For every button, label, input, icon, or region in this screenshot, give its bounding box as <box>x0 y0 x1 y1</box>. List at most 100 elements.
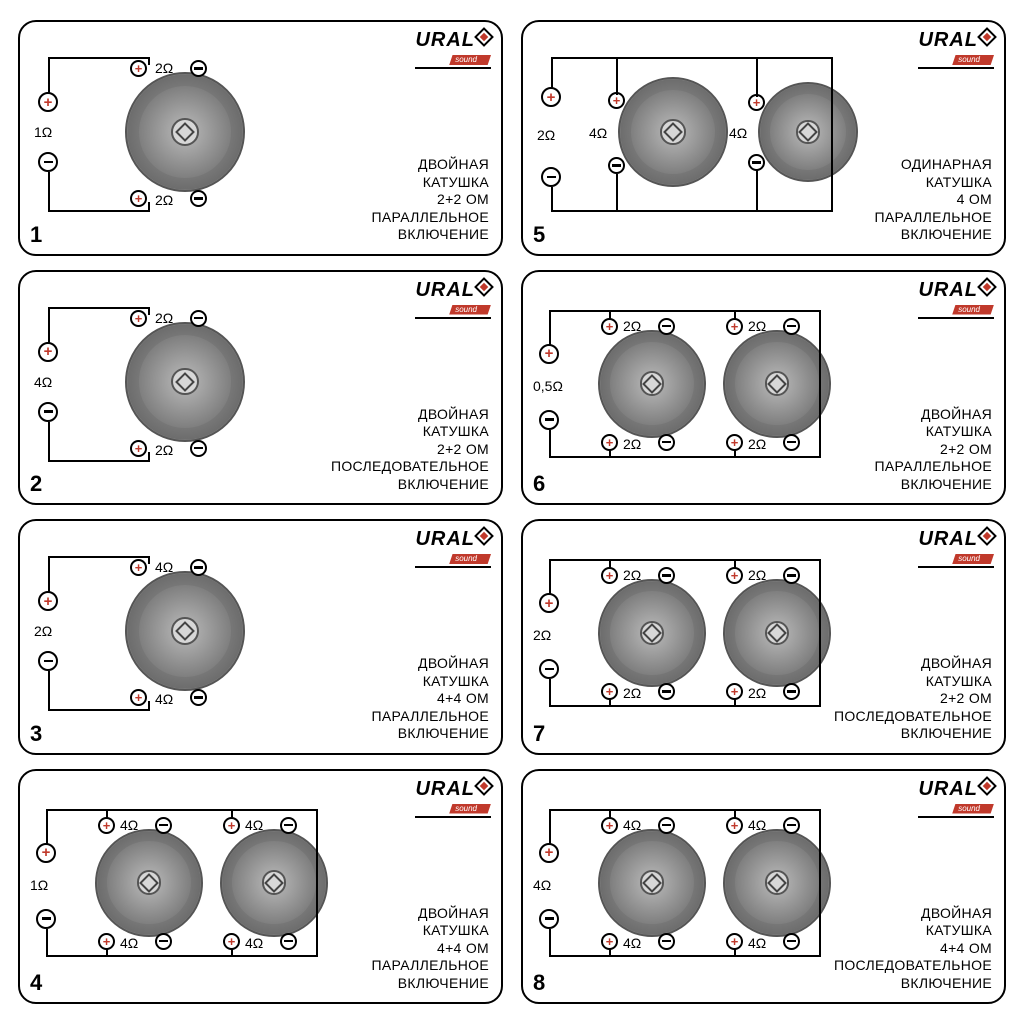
speaker-icon <box>618 77 728 187</box>
speaker-icon <box>758 82 858 182</box>
terminal-plus <box>36 843 56 863</box>
terminal-minus <box>783 683 800 700</box>
terminal-minus <box>190 310 207 327</box>
terminal-minus <box>658 434 675 451</box>
ohm-label: 4Ω <box>623 935 641 951</box>
ohm-label: 4Ω <box>589 125 607 141</box>
ohm-label: 4Ω <box>155 691 173 707</box>
terminal-minus <box>658 567 675 584</box>
terminal-minus <box>783 318 800 335</box>
wiring-diagram: 2Ω 4Ω 4Ω <box>20 521 501 753</box>
wiring-card-6: 6URALsoundДВОЙНАЯКАТУШКА2+2 ОМПАРАЛЛЕЛЬН… <box>521 270 1006 506</box>
ohm-label: 4Ω <box>533 877 551 893</box>
wiring-card-7: 7URALsoundДВОЙНАЯКАТУШКА2+2 ОМПОСЛЕДОВАТ… <box>521 519 1006 755</box>
terminal-minus <box>38 402 58 422</box>
terminal-minus <box>190 689 207 706</box>
wiring-card-4: 4URALsoundДВОЙНАЯКАТУШКА4+4 ОМПАРАЛЛЕЛЬН… <box>18 769 503 1005</box>
wiring-card-3: 3URALsoundДВОЙНАЯКАТУШКА4+4 ОМПАРАЛЛЕЛЬН… <box>18 519 503 755</box>
terminal-minus <box>280 817 297 834</box>
terminal-plus <box>601 318 618 335</box>
terminal-plus <box>38 92 58 112</box>
terminal-plus <box>601 567 618 584</box>
wiring-card-2: 2URALsoundДВОЙНАЯКАТУШКА2+2 ОМПОСЛЕДОВАТ… <box>18 270 503 506</box>
terminal-minus <box>155 817 172 834</box>
terminal-plus <box>130 440 147 457</box>
ohm-label: 2Ω <box>748 436 766 452</box>
terminal-plus <box>130 689 147 706</box>
terminal-plus <box>98 933 115 950</box>
terminal-minus <box>36 909 56 929</box>
terminal-plus <box>726 683 743 700</box>
ohm-label: 2Ω <box>155 60 173 76</box>
ohm-label: 1Ω <box>30 877 48 893</box>
terminal-plus <box>541 87 561 107</box>
terminal-minus <box>38 152 58 172</box>
terminal-minus <box>783 567 800 584</box>
ohm-label: 4Ω <box>748 935 766 951</box>
ohm-label: 4Ω <box>120 935 138 951</box>
ohm-label: 4Ω <box>245 935 263 951</box>
terminal-plus <box>726 318 743 335</box>
terminal-plus <box>539 593 559 613</box>
terminal-minus <box>190 440 207 457</box>
terminal-minus <box>658 817 675 834</box>
ohm-label: 2Ω <box>533 627 551 643</box>
ohm-label: 4Ω <box>748 817 766 833</box>
terminal-plus <box>223 817 240 834</box>
speaker-icon <box>220 829 328 937</box>
ohm-label: 1Ω <box>34 124 52 140</box>
terminal-plus <box>130 190 147 207</box>
terminal-plus <box>539 843 559 863</box>
terminal-plus <box>38 591 58 611</box>
ohm-label: 4Ω <box>729 125 747 141</box>
ohm-label: 2Ω <box>34 623 52 639</box>
wiring-diagram: 4Ω 2Ω 2Ω <box>20 272 501 504</box>
terminal-plus <box>38 342 58 362</box>
terminal-minus <box>190 559 207 576</box>
ohm-label: 0,5Ω <box>533 378 563 394</box>
speaker-icon <box>723 829 831 937</box>
ohm-label: 2Ω <box>155 310 173 326</box>
speaker-icon <box>598 579 706 687</box>
terminal-minus <box>38 651 58 671</box>
wiring-diagram: 2Ω 4Ω 4Ω <box>523 22 1004 254</box>
terminal-minus <box>658 318 675 335</box>
speaker-icon <box>598 330 706 438</box>
wiring-diagram: 1Ω4Ω4Ω4Ω4Ω <box>20 771 501 1003</box>
terminal-minus <box>783 933 800 950</box>
terminal-minus <box>658 683 675 700</box>
terminal-plus <box>98 817 115 834</box>
wiring-card-5: 5URALsoundОДИНАРНАЯКАТУШКА4 ОМПАРАЛЛЕЛЬН… <box>521 20 1006 256</box>
ohm-label: 4Ω <box>155 559 173 575</box>
ohm-label: 2Ω <box>623 685 641 701</box>
speaker-icon <box>125 72 245 192</box>
speaker-icon <box>723 579 831 687</box>
terminal-plus <box>130 60 147 77</box>
terminal-minus <box>783 434 800 451</box>
wiring-card-8: 8URALsoundДВОЙНАЯКАТУШКА4+4 ОМПОСЛЕДОВАТ… <box>521 769 1006 1005</box>
terminal-minus <box>190 60 207 77</box>
ohm-label: 2Ω <box>623 436 641 452</box>
ohm-label: 2Ω <box>623 567 641 583</box>
wiring-diagram: 1Ω2Ω2Ω <box>20 22 501 254</box>
terminal-minus <box>190 190 207 207</box>
terminal-plus <box>130 559 147 576</box>
ohm-label: 2Ω <box>748 567 766 583</box>
terminal-plus <box>601 933 618 950</box>
terminal-plus <box>601 434 618 451</box>
ohm-label: 2Ω <box>155 442 173 458</box>
ohm-label: 4Ω <box>34 374 52 390</box>
terminal-plus <box>726 933 743 950</box>
speaker-icon <box>125 571 245 691</box>
diagram-grid: 1URALsoundДВОЙНАЯКАТУШКА2+2 ОМПАРАЛЛЕЛЬН… <box>18 20 1006 1004</box>
speaker-icon <box>95 829 203 937</box>
ohm-label: 4Ω <box>623 817 641 833</box>
terminal-minus <box>539 410 559 430</box>
terminal-minus <box>539 909 559 929</box>
wiring-diagram: 0,5Ω2Ω2Ω2Ω2Ω <box>523 272 1004 504</box>
ohm-label: 2Ω <box>537 127 555 143</box>
terminal-plus <box>130 310 147 327</box>
ohm-label: 2Ω <box>623 318 641 334</box>
ohm-label: 4Ω <box>120 817 138 833</box>
terminal-plus <box>601 683 618 700</box>
